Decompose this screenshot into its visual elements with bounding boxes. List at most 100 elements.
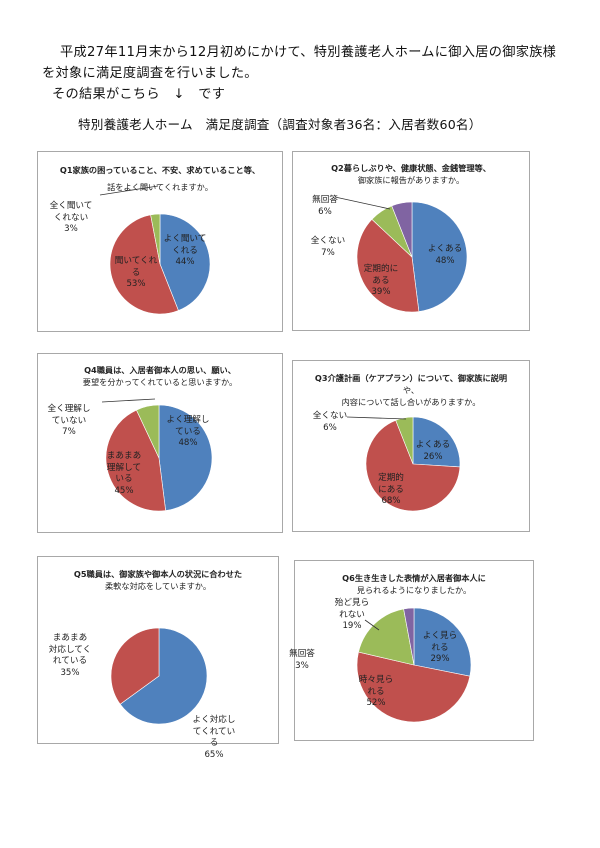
chart-title: Q4職員は、入居者御本人の思い、願い、 要望を分かってくれていると思いますか。: [38, 364, 282, 388]
pie-slice: [391, 201, 413, 258]
chart-title: Q2暮らしぶりや、健康状態、金銭管理等、 御家族に報告がありますか。: [293, 162, 529, 186]
slice-label: よく対応し てくれている 65%: [193, 715, 236, 761]
slice-label-line: ている: [175, 426, 201, 437]
slice-label-line: 全くない: [312, 411, 348, 421]
slice-label-line: ある: [372, 275, 390, 286]
pie-slice: [110, 627, 160, 705]
slice-label-line: 48%: [435, 255, 455, 266]
slice-label-line: 時々見ら: [358, 675, 394, 685]
chart-title-line: や、: [402, 385, 420, 395]
slice-label-line: 聞いてくれ: [114, 256, 158, 266]
slice-label: よく聞いて くれる 44%: [164, 234, 207, 269]
slice-label-line: 3%: [295, 660, 309, 671]
slice-label-line: 無回答: [289, 649, 315, 659]
leader-line: [99, 185, 159, 196]
chart-title-line: 内容について話し合いがありますか。: [341, 397, 481, 407]
chart-title-line: 話をよく聞いてくれますか。: [107, 182, 213, 192]
pie-slice: [412, 416, 461, 468]
slice-label-line: 対応してく: [48, 644, 92, 655]
slice-label-line: 29%: [430, 654, 450, 664]
slice-label-line: 35%: [60, 667, 80, 678]
slice-label-line: 殆ど見ら: [334, 598, 370, 608]
chart-title-line: Q2暮らしぶりや、健康状態、金銭管理等、: [331, 163, 491, 173]
slice-label-line: 19%: [342, 621, 362, 631]
slice-label: 全く理解し ていない 7%: [48, 404, 91, 439]
slice-label-line: まあまあ: [52, 633, 88, 643]
slice-label-line: よく見ら: [422, 631, 458, 641]
slice-label: 殆ど見ら れない 19%: [335, 598, 369, 633]
slice-label-line: 7%: [321, 247, 335, 258]
pie-slice: [159, 213, 211, 311]
pie-slice: [119, 627, 208, 725]
slice-label: 全くない 6%: [313, 411, 347, 434]
chart-title: Q6生き生きした表情が入居者御本人に 見られるようになりましたか。: [295, 572, 533, 596]
slice-label-line: 定期的に: [363, 264, 399, 274]
slice-label-line: 68%: [381, 496, 401, 506]
pie-slice: [158, 404, 213, 511]
slice-label-line: 6%: [318, 206, 332, 217]
chart-q1: Q1家族の困っていること、不安、求めていること等、 話をよく聞いてくれますか。よく…: [37, 151, 283, 332]
slice-label-line: ていない: [51, 415, 87, 426]
chart-title-line: 柔軟な対応をしていますか。: [104, 581, 212, 591]
intro-line-1: 平成27年11月末から12月初めにかけて、特別養護老人ホームに御入居の御家族様: [60, 45, 557, 60]
pie-slice: [109, 214, 179, 315]
leader-line: [334, 196, 391, 210]
slice-label-line: 39%: [371, 287, 391, 297]
slice-label-line: 65%: [204, 749, 224, 760]
pie-chart: [334, 196, 468, 313]
slice-label-line: れる: [431, 642, 449, 653]
intro-line-3: その結果がこちら ↓ です: [52, 87, 226, 102]
slice-label: 全く聞いて くれない 3%: [50, 201, 93, 236]
slice-label-line: 全くない: [310, 236, 346, 246]
slice-label-line: 理解して: [106, 462, 142, 473]
slice-label-line: 全く聞いて: [49, 201, 93, 211]
leader-line: [101, 398, 156, 403]
intro-line-2: を対象に満足度調査を行いました。: [42, 66, 258, 81]
chart-title-line: Q4職員は、入居者御本人の思い、願い、: [84, 365, 236, 375]
slice-label: よく見ら れる 29%: [423, 631, 457, 666]
slice-label-line: くれない: [53, 212, 89, 223]
pie-chart: [110, 627, 208, 725]
slice-label-line: てくれてい: [192, 726, 236, 737]
slice-label: よくある 48%: [428, 244, 462, 267]
slice-label: まあまあ 理解して いる 45%: [107, 451, 141, 497]
pie-slice: [395, 416, 414, 465]
slice-label-line: くれる: [172, 245, 198, 256]
pie-slice: [105, 409, 166, 512]
slice-label-line: いる: [115, 474, 133, 484]
chart-title-line: 見られるようになりましたか。: [356, 585, 472, 595]
slice-label: 無回答 6%: [312, 195, 338, 218]
pie-chart: [99, 185, 211, 315]
slice-label-line: 45%: [114, 485, 134, 496]
slice-label-line: る: [131, 267, 141, 278]
slice-label-line: よくある: [415, 440, 451, 450]
slice-label-line: よく理解し: [166, 415, 210, 425]
chart-title-line: Q5職員は、御家族や御本人の状況に合わせた: [73, 569, 243, 579]
slice-label: 全くない 7%: [311, 236, 345, 259]
leader-line: [346, 416, 407, 420]
slice-label: 定期的に ある 39%: [364, 264, 398, 299]
slice-label-line: る: [209, 738, 219, 748]
slice-label: まあまあ 対応してく れている 35%: [49, 633, 91, 679]
slice-label: 定期的 にある 68%: [378, 473, 404, 508]
chart-title-line: Q1家族の困っていること、不安、求めていること等、: [59, 165, 261, 175]
slice-label-line: 48%: [178, 438, 198, 448]
slice-label: 聞いてくれる 53%: [115, 256, 157, 291]
pie-slice: [136, 404, 160, 459]
survey-subtitle: 特別養護老人ホーム 満足度調査（調査対象者36名：入居者数60名）: [78, 117, 482, 132]
slice-label-line: 26%: [423, 451, 443, 462]
chart-q4: Q4職員は、入居者御本人の思い、願い、 要望を分かってくれていると思いますか。よく…: [37, 353, 283, 533]
slice-label-line: まあまあ: [106, 451, 142, 461]
chart-title: Q5職員は、御家族や御本人の状況に合わせた 柔軟な対応をしていますか。: [38, 568, 278, 592]
pie-chart: [356, 607, 472, 723]
pie-slice: [413, 607, 472, 677]
slice-label-line: 52%: [366, 698, 386, 708]
pie-slice: [358, 608, 415, 666]
chart-title-line: 御家族に報告がありますか。: [357, 175, 465, 185]
slice-label-line: よく聞いて: [163, 234, 207, 244]
slice-label: 時々見ら れる 52%: [359, 675, 393, 710]
slice-label-line: 無回答: [312, 195, 338, 205]
slice-label-line: 定期的: [378, 473, 404, 483]
pie-slice: [411, 201, 468, 312]
pie-slice: [150, 213, 161, 265]
